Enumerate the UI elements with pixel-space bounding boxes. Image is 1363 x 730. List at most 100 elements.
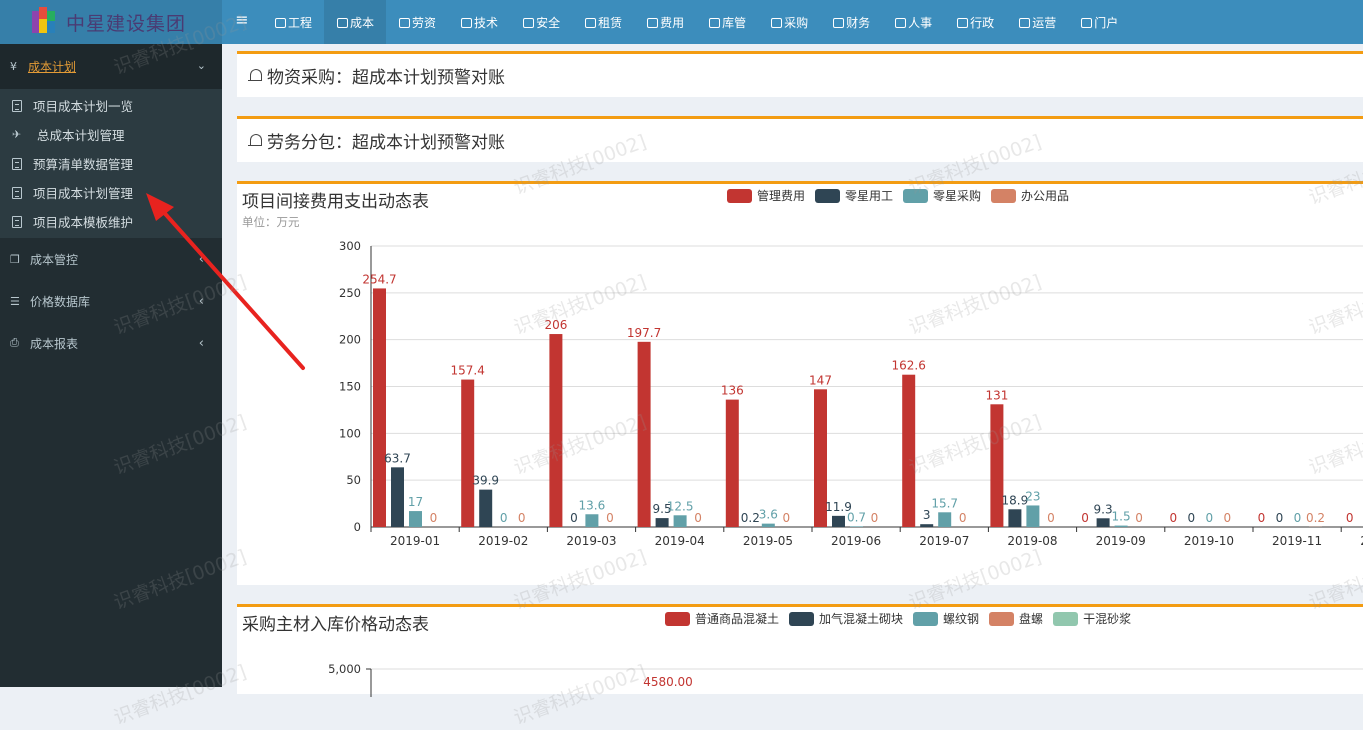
laptop-icon (956, 16, 968, 28)
nav-item-1[interactable]: 成本 (324, 0, 386, 44)
sidebar-subitem-1[interactable]: ✈ 总成本计划管理 (0, 120, 222, 149)
users-icon (398, 16, 410, 28)
nav-item-6[interactable]: 费用 (634, 0, 696, 44)
y-tick-label: 0 (354, 520, 361, 534)
nav-item-label: 库管 (722, 14, 746, 31)
nav-item-2[interactable]: 劳资 (386, 0, 448, 44)
app-logo[interactable]: 中星建设集团 (0, 0, 222, 44)
sidebar-group-label: 成本计划 (28, 58, 76, 75)
bar (479, 490, 492, 527)
bar (1008, 509, 1021, 527)
file-icon (12, 100, 22, 112)
nav-item-label: 劳资 (412, 14, 436, 31)
sidebar-subitem-2[interactable]: 预算清单数据管理 (0, 149, 222, 178)
nav-item-12[interactable]: 运营 (1006, 0, 1068, 44)
sidebar-group-label: 成本管控 (30, 251, 78, 268)
monitor-icon (1018, 16, 1030, 28)
sidebar-subitem-label: 预算清单数据管理 (33, 154, 133, 173)
nav-item-5[interactable]: 租赁 (572, 0, 634, 44)
home-icon (1080, 16, 1092, 28)
bar-value-label: 0 (500, 511, 508, 525)
nav-item-11[interactable]: 行政 (944, 0, 1006, 44)
bar (990, 404, 1003, 527)
bar-value-label: 0 (1169, 511, 1177, 525)
nav-item-13[interactable]: 门户 (1068, 0, 1130, 44)
nav-item-10[interactable]: 人事 (882, 0, 944, 44)
y-tick-label: 5,000 (328, 662, 361, 676)
bar (832, 516, 845, 527)
bell-icon (247, 132, 265, 150)
nav-item-label: 技术 (474, 14, 498, 31)
alert-card-materials[interactable]: 物资采购：超成本计划预警对账 (237, 51, 1363, 97)
x-tick-label: 2019-06 (831, 534, 881, 548)
bar-value-label: 0.2 (1306, 511, 1325, 525)
x-tick-label: 2019-05 (743, 534, 793, 548)
bar-value-label: 0 (871, 511, 879, 525)
bar-value-label: 0.7 (847, 510, 866, 524)
nav-item-label: 工程 (288, 14, 312, 31)
nav-item-0[interactable]: 工程 (262, 0, 324, 44)
bell-icon (247, 67, 265, 85)
bar (1097, 518, 1110, 527)
top-nav-menu: 工程成本 劳资 技术 安全 租赁 费用 库管采购 财务 人事行政运营 门户 (262, 0, 1130, 44)
hamburger-icon[interactable]: ≡ (232, 10, 252, 29)
bar-value-label: 0 (694, 511, 702, 525)
nav-item-label: 租赁 (598, 14, 622, 31)
bar-value-label: 147 (809, 373, 832, 387)
y-tick-label: 100 (339, 426, 361, 440)
engineering-icon (274, 16, 286, 28)
sidebar-group-0[interactable]: ❒成本管控‹ (0, 238, 222, 280)
x-tick-label: 2019-09 (1096, 534, 1146, 548)
cube-icon: ❒ (10, 253, 30, 266)
y-tick-label: 200 (339, 333, 361, 347)
alert-text: 劳务分包：超成本计划预警对账 (267, 128, 505, 153)
bar-value-label: 39.9 (472, 474, 499, 488)
sidebar-group-2[interactable]: ⎙成本报表‹ (0, 322, 222, 364)
nav-item-label: 安全 (536, 14, 560, 31)
person-icon (894, 16, 906, 28)
sidebar-subitem-0[interactable]: 项目成本计划一览 (0, 91, 222, 120)
nav-item-8[interactable]: 采购 (758, 0, 820, 44)
nav-item-label: 费用 (660, 14, 684, 31)
bar-value-label: 162.6 (892, 359, 926, 373)
sidebar-subitem-3[interactable]: 项目成本计划管理 (0, 178, 222, 207)
chevron-left-icon: ‹ (199, 336, 204, 351)
nav-item-9[interactable]: 财务 (820, 0, 882, 44)
nav-item-label: 门户 (1094, 14, 1118, 31)
bar-value-label: 13.6 (579, 498, 606, 512)
nav-item-label: 财务 (846, 14, 870, 31)
sidebar-subitem-label: 总成本计划管理 (37, 125, 125, 144)
sidebar-subitem-4[interactable]: 项目成本模板维护 (0, 207, 222, 236)
sidebar-group-label: 价格数据库 (30, 293, 90, 310)
chevron-down-icon: ⌄ (197, 59, 206, 72)
logo-text: 中星建设集团 (66, 9, 186, 36)
bar-value-label: 0 (1346, 511, 1354, 525)
nav-item-3[interactable]: 技术 (448, 0, 510, 44)
alert-card-labor[interactable]: 劳务分包：超成本计划预警对账 (237, 116, 1363, 162)
scale-icon (336, 16, 348, 28)
sidebar-group-cost-plan[interactable]: ¥ 成本计划 ⌄ (0, 44, 222, 89)
bar (902, 375, 915, 527)
sidebar-group-1[interactable]: ☰价格数据库 ‹ (0, 280, 222, 322)
bar (461, 380, 474, 527)
bar-value-label: 0 (782, 511, 790, 525)
sidebar-group-label: 成本报表 (30, 335, 78, 352)
bar-value-label: 0 (570, 511, 578, 525)
plane-icon: ✈ (12, 128, 22, 141)
nav-item-7[interactable]: 库管 (696, 0, 758, 44)
tech-icon (460, 16, 472, 28)
bar (549, 334, 562, 527)
bar-value-label: 15.7 (931, 496, 958, 510)
nav-item-label: 人事 (908, 14, 932, 31)
bar-value-label: 0 (1276, 511, 1284, 525)
bar-value-label: 63.7 (384, 451, 411, 465)
bar-value-label: 0 (1294, 511, 1302, 525)
database-icon: ☰ (10, 295, 30, 308)
bar-value-label: 23 (1025, 489, 1040, 503)
nav-item-4[interactable]: 安全 (510, 0, 572, 44)
bar (656, 518, 669, 527)
chevron-left-icon: ‹ (199, 294, 204, 309)
top-navbar: 中星建设集团 ≡ 工程成本 劳资 技术 安全 租赁 费用 库管采购 财务 人事行政运营 门户 (0, 0, 1363, 44)
bar-value-label: 12.5 (667, 499, 694, 513)
